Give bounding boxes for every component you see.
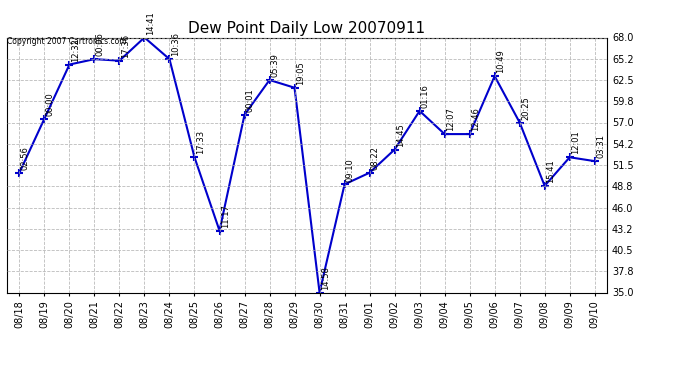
Text: 12:07: 12:07 [446,108,455,131]
Text: 09:10: 09:10 [346,158,355,182]
Text: 20:25: 20:25 [521,96,530,120]
Text: 17:36: 17:36 [121,34,130,58]
Text: 00:01: 00:01 [246,88,255,112]
Text: 12:01: 12:01 [571,131,580,154]
Text: 03:31: 03:31 [596,134,605,158]
Title: Dew Point Daily Low 20070911: Dew Point Daily Low 20070911 [188,21,426,36]
Text: 14:45: 14:45 [396,123,405,147]
Text: 10:36: 10:36 [171,32,180,56]
Text: 12:32: 12:32 [71,38,80,62]
Text: Copyright 2007 Cartronics.com: Copyright 2007 Cartronics.com [7,38,126,46]
Text: 15:41: 15:41 [546,159,555,183]
Text: 12:46: 12:46 [471,108,480,131]
Text: 00:00: 00:00 [46,92,55,116]
Text: 10:49: 10:49 [496,50,505,74]
Text: 01:16: 01:16 [421,84,430,108]
Text: 14:58: 14:58 [321,266,330,290]
Text: 08:22: 08:22 [371,146,380,170]
Text: 02:56: 02:56 [21,146,30,170]
Text: 19:05: 19:05 [296,61,305,85]
Text: 14:41: 14:41 [146,11,155,35]
Text: 17:33: 17:33 [196,130,205,154]
Text: 00:06: 00:06 [96,33,105,56]
Text: 11:17: 11:17 [221,204,230,228]
Text: 05:39: 05:39 [271,53,280,77]
